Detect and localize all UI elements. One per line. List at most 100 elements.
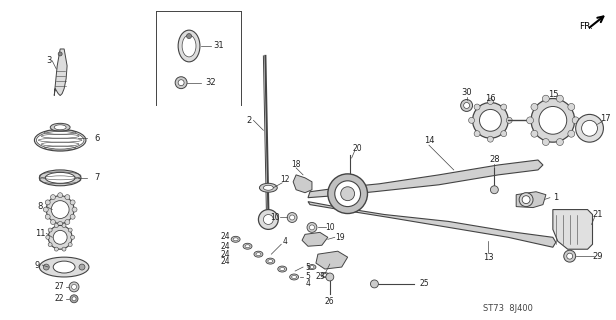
Circle shape: [290, 215, 294, 220]
Text: 10: 10: [270, 213, 280, 222]
Circle shape: [72, 297, 76, 301]
Circle shape: [469, 117, 474, 123]
Circle shape: [542, 139, 549, 146]
Circle shape: [572, 117, 579, 124]
Circle shape: [556, 139, 564, 146]
Text: 20: 20: [353, 144, 362, 153]
Circle shape: [70, 295, 78, 303]
Ellipse shape: [39, 257, 89, 277]
Text: 4: 4: [283, 237, 288, 246]
Circle shape: [564, 250, 576, 262]
Ellipse shape: [46, 172, 75, 183]
Circle shape: [65, 195, 70, 200]
Ellipse shape: [245, 245, 250, 248]
Ellipse shape: [321, 273, 329, 277]
Circle shape: [519, 193, 533, 207]
Text: ST73  8J400: ST73 8J400: [484, 304, 533, 313]
Circle shape: [568, 130, 575, 137]
Ellipse shape: [310, 266, 314, 268]
Circle shape: [48, 225, 72, 249]
Text: 6: 6: [94, 134, 100, 143]
Ellipse shape: [182, 35, 196, 57]
Circle shape: [54, 247, 59, 251]
Circle shape: [501, 104, 507, 110]
Circle shape: [53, 230, 67, 244]
Circle shape: [79, 264, 85, 270]
Ellipse shape: [280, 268, 285, 270]
Ellipse shape: [266, 258, 275, 264]
Text: 4: 4: [306, 279, 310, 288]
Text: 24: 24: [221, 257, 230, 266]
Ellipse shape: [39, 170, 81, 186]
Ellipse shape: [268, 260, 273, 263]
Text: 32: 32: [206, 78, 216, 87]
Text: 18: 18: [291, 160, 301, 170]
Text: 26: 26: [325, 297, 334, 306]
Circle shape: [474, 131, 480, 137]
Circle shape: [51, 201, 69, 219]
Text: 1: 1: [553, 193, 559, 202]
Circle shape: [69, 282, 79, 292]
Circle shape: [479, 109, 501, 131]
Circle shape: [472, 102, 508, 138]
Circle shape: [45, 214, 50, 219]
Circle shape: [326, 273, 334, 281]
Ellipse shape: [323, 274, 327, 276]
Text: 11: 11: [35, 229, 46, 238]
Circle shape: [187, 34, 192, 39]
Circle shape: [334, 181, 360, 207]
Text: 15: 15: [548, 90, 558, 99]
Text: 8: 8: [38, 202, 43, 211]
Circle shape: [71, 284, 76, 289]
Polygon shape: [516, 192, 546, 208]
Circle shape: [531, 130, 538, 137]
Ellipse shape: [51, 123, 70, 131]
Text: 29: 29: [592, 252, 602, 261]
Polygon shape: [54, 49, 67, 96]
Text: 14: 14: [424, 136, 434, 145]
Text: 27: 27: [54, 282, 64, 292]
Circle shape: [71, 235, 75, 239]
Circle shape: [474, 104, 480, 110]
Ellipse shape: [54, 125, 66, 130]
Circle shape: [487, 136, 493, 142]
Circle shape: [43, 207, 48, 212]
Circle shape: [68, 243, 72, 247]
Circle shape: [582, 120, 598, 136]
Circle shape: [72, 207, 77, 212]
Ellipse shape: [308, 265, 316, 269]
Text: 24: 24: [221, 250, 230, 259]
Circle shape: [51, 195, 55, 200]
Circle shape: [46, 235, 50, 239]
Text: 25: 25: [419, 279, 429, 288]
Text: 22: 22: [54, 294, 64, 303]
Ellipse shape: [233, 238, 238, 241]
Circle shape: [506, 117, 513, 123]
Circle shape: [556, 95, 564, 102]
Circle shape: [58, 52, 62, 56]
Circle shape: [490, 186, 498, 194]
Circle shape: [461, 100, 472, 111]
Ellipse shape: [231, 236, 240, 242]
Polygon shape: [302, 232, 328, 246]
Polygon shape: [308, 160, 543, 198]
Circle shape: [370, 280, 378, 288]
Text: 16: 16: [485, 94, 496, 103]
Circle shape: [309, 225, 314, 230]
Ellipse shape: [278, 266, 286, 272]
Circle shape: [70, 200, 75, 205]
Text: 10: 10: [325, 223, 334, 232]
Circle shape: [68, 228, 72, 232]
Circle shape: [51, 220, 55, 225]
Circle shape: [43, 264, 49, 270]
Ellipse shape: [243, 243, 252, 249]
Circle shape: [567, 253, 573, 259]
Circle shape: [62, 247, 66, 251]
Ellipse shape: [254, 251, 263, 257]
Text: 28: 28: [489, 156, 500, 164]
Circle shape: [522, 196, 530, 204]
Circle shape: [45, 200, 50, 205]
Polygon shape: [293, 175, 312, 193]
Ellipse shape: [34, 129, 86, 151]
Ellipse shape: [291, 276, 296, 278]
